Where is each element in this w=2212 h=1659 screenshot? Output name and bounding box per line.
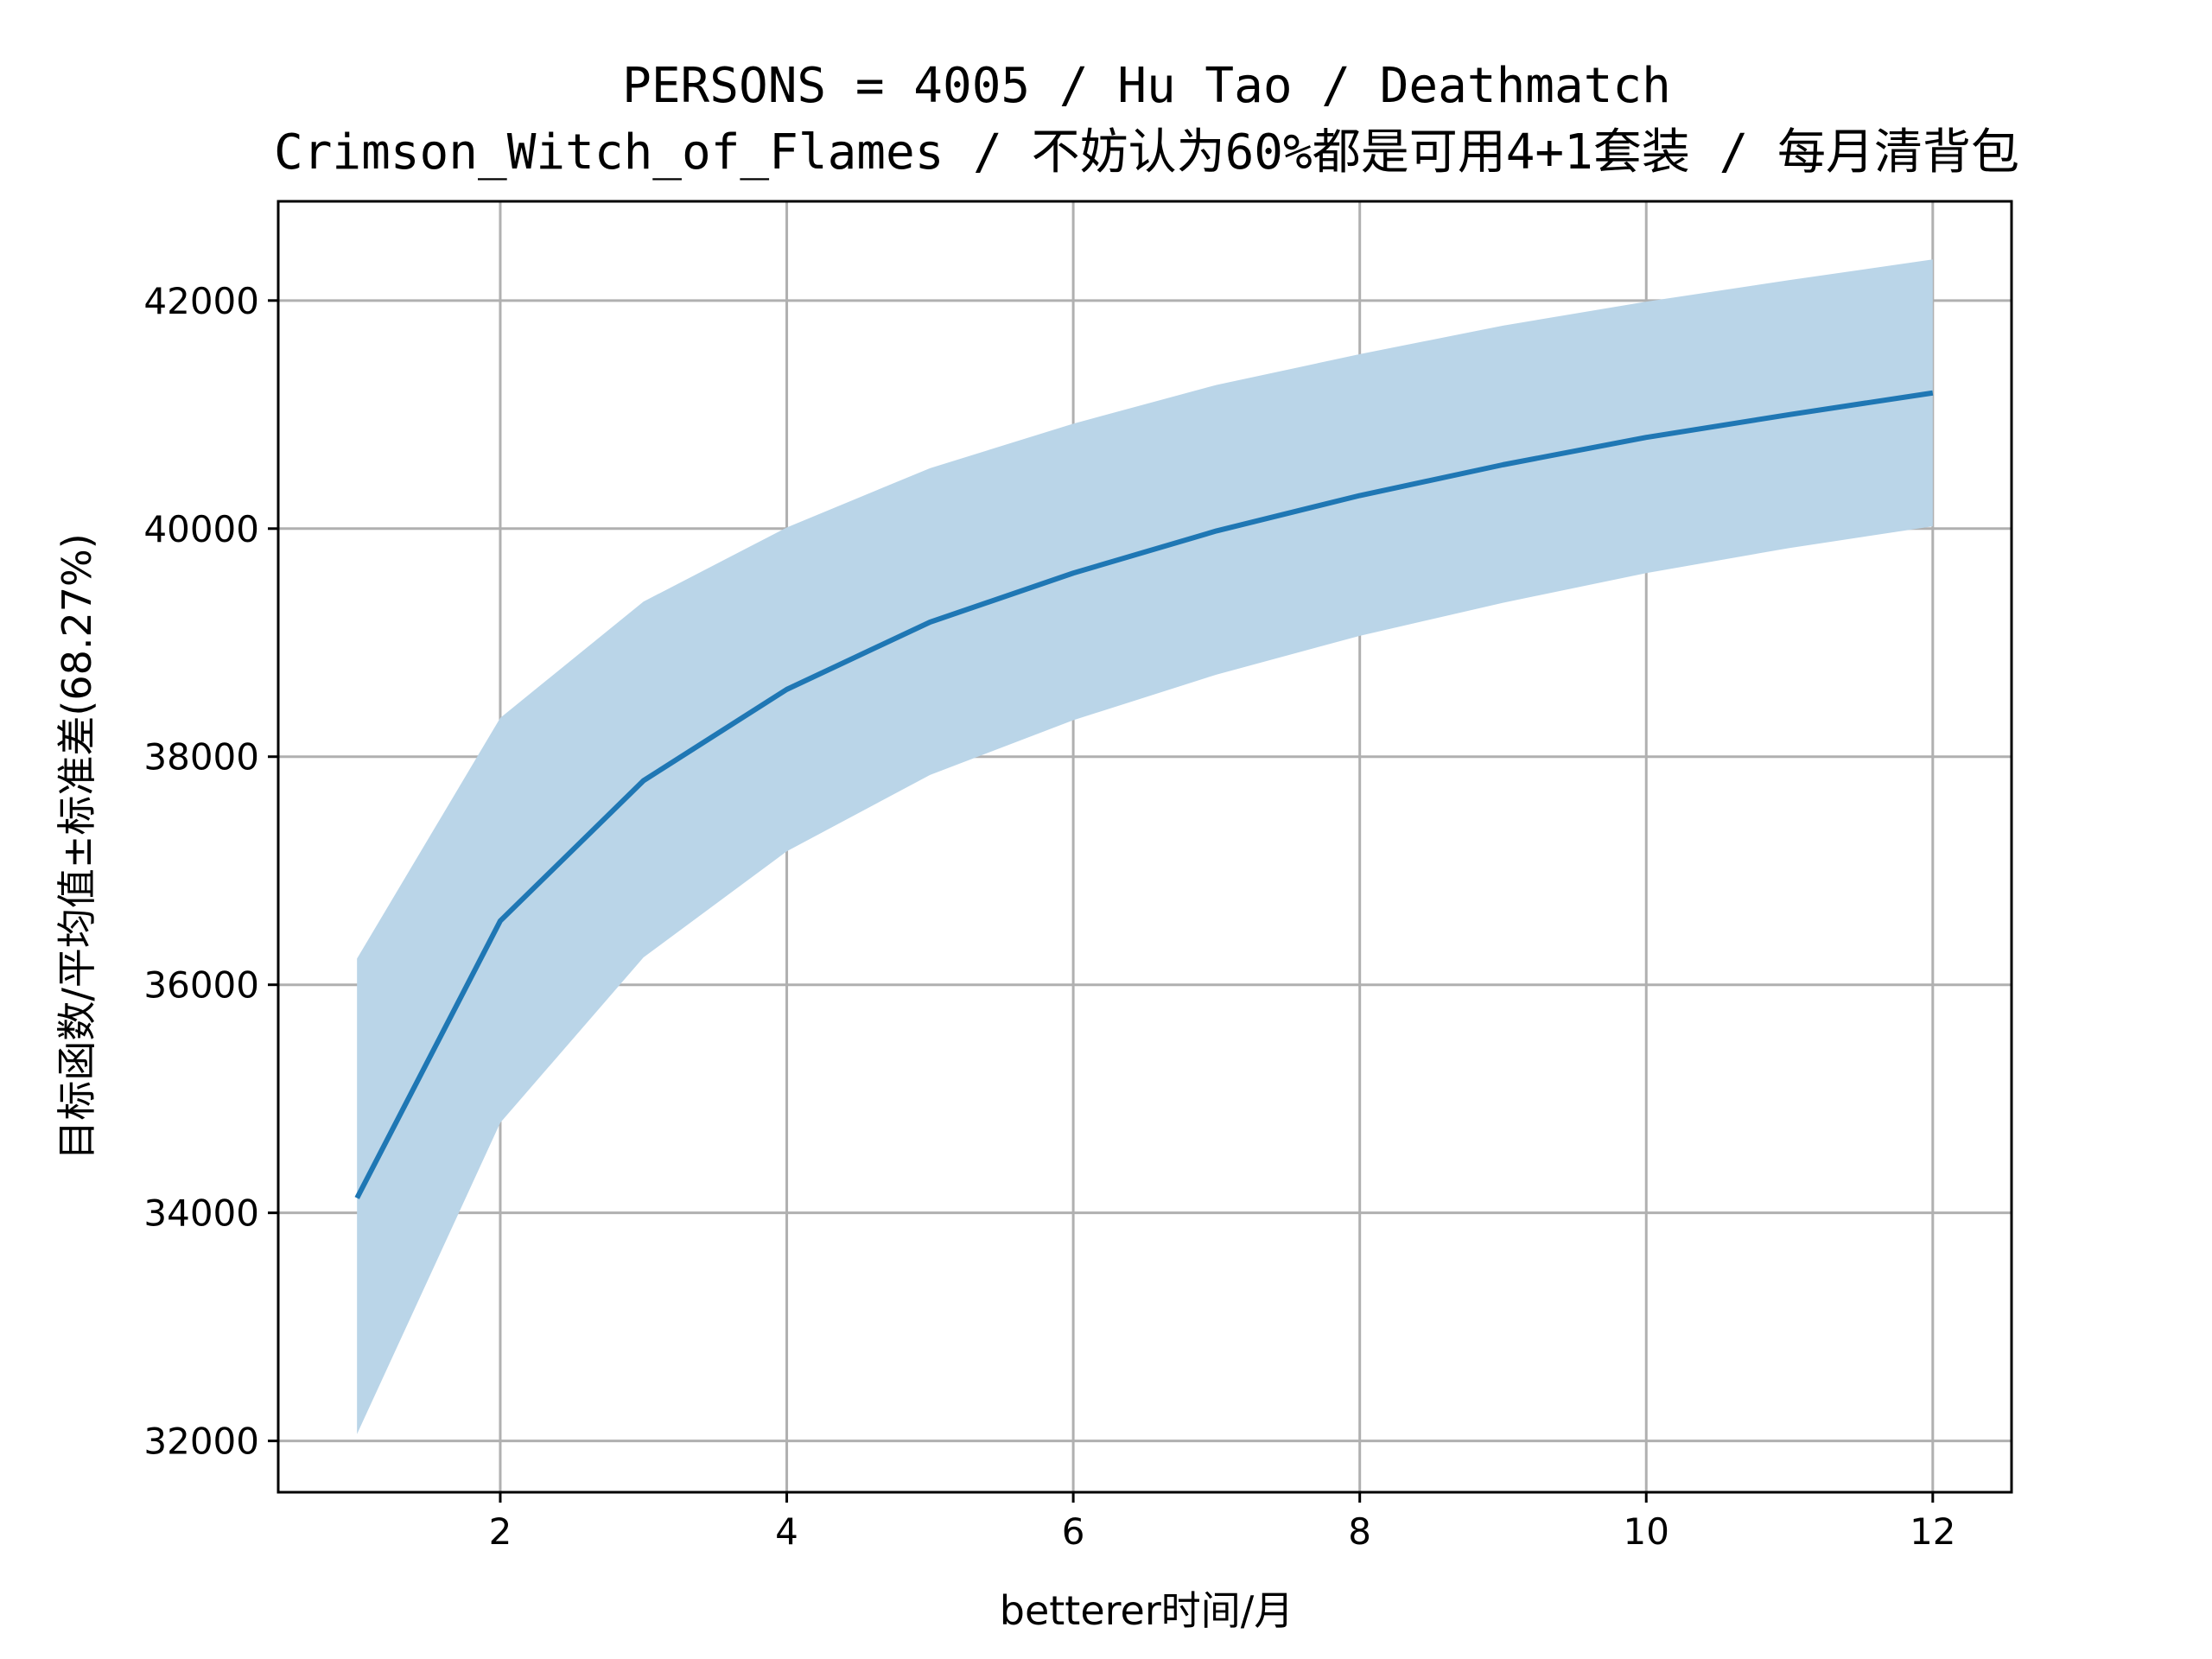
- x-tick-label: 10: [1624, 1510, 1669, 1553]
- plot-frame: [276, 200, 2013, 1494]
- chart-title-line1: PERSONS = 4005 / Hu Tao / Deathmatch: [622, 58, 1671, 114]
- mean-line: [354, 390, 1934, 1199]
- x-axis-label: betterer时间/月: [1000, 1587, 1294, 1634]
- y-tick-label: 34000: [143, 1192, 259, 1235]
- y-tick-label: 38000: [143, 736, 259, 779]
- y-tick-label: 40000: [143, 508, 259, 550]
- x-tick-label: 4: [775, 1510, 798, 1553]
- x-tick-label: 12: [1910, 1510, 1955, 1553]
- y-tick-label: 32000: [143, 1421, 259, 1463]
- x-axis: 2 4 6 8 10 12: [489, 1492, 1956, 1553]
- x-tick-label: 2: [489, 1510, 512, 1553]
- std-band: [357, 259, 1933, 1434]
- y-tick-label: 42000: [143, 280, 259, 322]
- x-tick-label: 6: [1062, 1510, 1085, 1553]
- y-axis-label: 目标函数/平均值±标准差(68.27%): [54, 533, 100, 1160]
- y-axis: 32000 34000 36000 38000 40000 42000: [143, 280, 278, 1463]
- x-tick-label: 8: [1348, 1510, 1371, 1553]
- y-tick-label: 36000: [143, 964, 259, 1007]
- chart-title-line2: Crimson_Witch_of_Flames / 不妨认为60%都是可用4+1…: [274, 124, 2019, 181]
